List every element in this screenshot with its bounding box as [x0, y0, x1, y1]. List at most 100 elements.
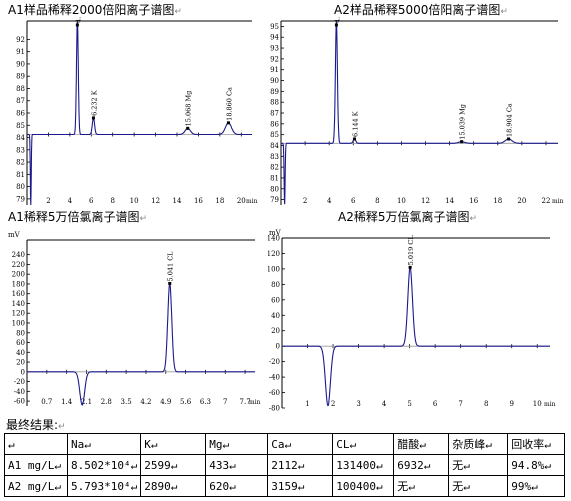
y-tick-label: 220 [12, 261, 25, 269]
x-tick-label: 4.2 [140, 398, 151, 406]
x-tick-label: 3.5 [121, 398, 132, 406]
y-tick-label: 80 [270, 185, 279, 193]
chart-2: 79 80 81 82 83 84 85 86 87 88 89 90 91 92 93 94 95 2 4 6 8 10… [270, 17, 564, 205]
x-tick-label: 2 [46, 197, 50, 205]
x-axis-unit: min [544, 401, 556, 408]
x-tick-label: 6 [89, 197, 94, 205]
table-header-cell: 醋酸↵ [393, 433, 450, 455]
x-tick-label: 18 [215, 197, 224, 205]
y-tick-label: 92 [270, 55, 279, 63]
table-header-cell: K↵ [140, 433, 207, 455]
y-tick-label: 93 [270, 45, 279, 53]
signal-trace [27, 283, 255, 406]
y-tick-label: 85 [270, 131, 279, 139]
y-tick-label: 79 [16, 195, 25, 203]
table-row: A2 mg/L↵ 5.793*10⁴↵ 2890↵ 620↵ 3159↵ 100… [4, 475, 566, 497]
table-header-cell: Mg↵ [205, 433, 269, 455]
y-tick-label: 84 [270, 142, 279, 150]
x-axis-unit: min [246, 198, 258, 205]
y-tick-label: 0 [21, 368, 25, 376]
x-tick-label: 1.4 [61, 398, 73, 406]
table-header-row: ↵ Na↵ K↵ Mg↵ Ca↵ CL↵ 醋酸↵ 杂质峰↵ 回收率↵ [4, 433, 566, 455]
x-tick-label: 4 [68, 197, 73, 205]
x-axis-unit: min [552, 198, 564, 205]
y-tick-label: -20 [269, 358, 280, 366]
peak-label: 18.904 Ca [506, 103, 514, 137]
y-tick-label: 80 [16, 183, 25, 191]
peak-marker [186, 126, 190, 130]
x-tick-label: 22 [541, 197, 550, 205]
table-cell: 131400↵ [332, 454, 395, 476]
table-cell: 6932↵ [393, 454, 450, 476]
y-tick-label: 87 [270, 110, 279, 118]
y-tick-label: 81 [16, 171, 25, 179]
y-tick-label: 88 [16, 85, 25, 93]
y-tick-label: 20 [271, 327, 280, 335]
peak-label: 6.232 K [90, 90, 98, 116]
y-tick-label: 180 [12, 280, 25, 288]
peak-label: 4.827 Na [74, 17, 82, 23]
table-cell: 620↵ [205, 475, 269, 497]
y-tick-label: 40 [271, 312, 280, 320]
table-cell: 5.793*10⁴↵ [66, 475, 142, 497]
y-tick-label: 120 [12, 310, 25, 318]
x-tick-label: 16 [469, 197, 478, 205]
y-tick-label: 90 [16, 60, 25, 68]
peak-label: 4.549 Na [333, 17, 341, 23]
x-tick-label: 6.3 [200, 398, 211, 406]
y-tick-label: -40 [14, 388, 25, 396]
peak-marker [507, 137, 511, 141]
y-tick-label: 40 [16, 349, 25, 357]
x-tick-label: 10 [397, 197, 406, 205]
y-tick-label: 79 [270, 196, 279, 204]
peak-label: 5.019 CL [407, 235, 415, 266]
x-tick-label: 8 [484, 400, 488, 408]
x-tick-label: 0.7 [41, 398, 52, 406]
y-tick-label: 60 [271, 296, 280, 304]
x-tick-label: 2.1 [81, 398, 92, 406]
peak-label: 6.144 K [351, 111, 359, 137]
x-tick-label: 16 [194, 197, 203, 205]
x-tick-label: 14 [173, 197, 182, 205]
chart-1-title: A1样品稀释2000倍阳离子谱图↵ [8, 3, 182, 17]
x-tick-label: 2 [331, 400, 335, 408]
table-cell: 2112↵ [267, 454, 334, 476]
x-tick-label: 7 [223, 398, 227, 406]
peak-marker [408, 265, 412, 269]
table-cell: 无↵ [448, 475, 509, 497]
x-tick-label: 6 [351, 197, 356, 205]
y-tick-label: 140 [268, 235, 280, 243]
y-tick-label: 86 [270, 120, 279, 128]
x-tick-label: 5.6 [180, 398, 192, 406]
y-tick-label: -60 [269, 389, 280, 397]
table-cell: 99%↵ [507, 475, 566, 497]
y-tick-label: 89 [270, 88, 279, 96]
y-axis-label: mV [8, 231, 21, 239]
peak-label: 18.860 Ca [225, 87, 233, 121]
x-tick-label: 14 [445, 197, 454, 205]
y-tick-label: 80 [271, 281, 280, 289]
table-cell: 8.502*10⁴↵ [66, 454, 142, 476]
peak-label: 15.068 Mg [185, 91, 193, 127]
peak-marker [460, 140, 464, 144]
table-cell: 无↵ [448, 454, 509, 476]
y-tick-label: 120 [268, 250, 280, 258]
peak-marker [352, 137, 356, 141]
peak-label: 15.039 Mg [459, 104, 467, 140]
y-tick-label: 80 [16, 329, 25, 337]
x-tick-label: 2 [303, 197, 307, 205]
chart-2-title: A2样品稀释5000倍阳离子谱图↵ [334, 3, 508, 17]
y-tick-label: 91 [16, 48, 25, 56]
table-header-cell: CL↵ [332, 433, 395, 455]
y-tick-label: 89 [16, 73, 25, 81]
y-tick-label: 240 [12, 251, 25, 259]
y-tick-label: 140 [12, 300, 25, 308]
results-title: 最终结果:↵ [6, 418, 66, 432]
y-tick-label: -40 [269, 374, 280, 382]
signal-trace [282, 266, 550, 407]
table-cell: 3159↵ [267, 475, 334, 497]
y-tick-label: 82 [270, 164, 279, 172]
signal-trace [27, 21, 252, 206]
